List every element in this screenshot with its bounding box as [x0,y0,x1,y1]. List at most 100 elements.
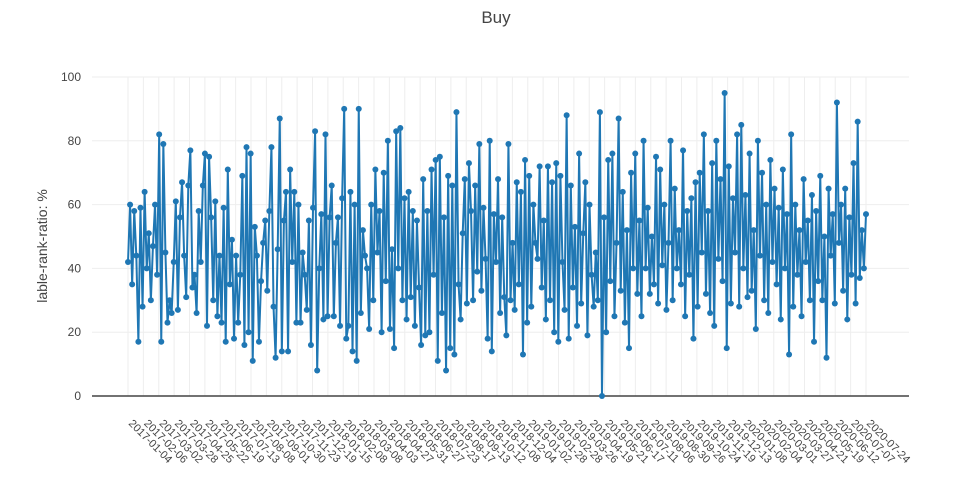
data-point [605,156,612,163]
data-point [517,188,524,195]
data-point [260,239,267,246]
data-point [247,150,254,157]
data-point [305,217,312,224]
data-point [682,313,689,320]
data-point [133,252,140,259]
data-point [274,246,281,253]
data-point [131,207,138,214]
data-point [418,341,425,348]
data-point [474,268,481,275]
data-point [268,144,275,151]
data-point [168,310,175,317]
data-point [825,185,832,192]
data-point [742,192,749,199]
data-point [632,150,639,157]
data-point [534,255,541,262]
data-point [623,227,630,234]
data-point [817,172,824,179]
data-point [729,195,736,202]
data-point [492,259,499,266]
data-point [767,156,774,163]
data-point [675,227,682,234]
data-point [287,166,294,173]
data-point [661,201,668,208]
data-point [734,131,741,138]
data-point [831,300,838,307]
data-point [547,297,554,304]
data-point [590,303,597,310]
data-point [345,322,352,329]
data-point [557,172,564,179]
data-point [856,274,863,281]
data-point [648,233,655,240]
data-point [526,172,533,179]
data-point [840,287,847,294]
data-point [341,105,348,112]
data-point [863,211,869,218]
data-point [235,319,242,326]
data-point [141,188,148,195]
data-point [690,335,697,342]
data-point [378,329,385,336]
data-point [497,310,504,317]
data-point [792,201,799,208]
data-point [314,367,321,374]
data-point [796,227,803,234]
data-point [411,322,418,329]
data-point [282,188,289,195]
data-point [139,303,146,310]
data-point [596,109,603,116]
data-point [160,140,167,147]
data-point [228,236,235,243]
data-point [821,233,828,240]
data-point [241,341,248,348]
data-point [289,259,296,266]
data-point [328,182,335,189]
data-point [468,207,475,214]
data-point [823,354,830,361]
data-point [771,185,778,192]
data-point [580,230,587,237]
data-point [499,214,506,221]
data-point [183,294,190,301]
data-point [191,271,198,278]
y-tick-label: 40 [68,261,82,275]
data-point [276,115,283,122]
data-point [266,207,273,214]
data-point [409,207,416,214]
data-point [827,252,834,259]
data-point [187,147,194,154]
data-point [617,287,624,294]
data-point [405,188,412,195]
data-point [638,313,645,320]
data-point [399,297,406,304]
data-point [397,125,404,132]
data-point [684,207,691,214]
data-point [255,338,262,345]
data-point [245,329,252,336]
data-point [844,316,851,323]
data-point [524,319,531,326]
data-point [222,338,229,345]
data-point [692,179,699,186]
data-point [272,354,279,361]
data-point [374,249,381,256]
data-point [334,214,341,221]
data-point [303,306,310,313]
data-point [852,300,859,307]
data-point [850,160,857,167]
data-point [195,207,202,214]
data-point [380,169,387,176]
data-point [324,313,331,320]
data-point [428,166,435,173]
data-point [395,265,402,272]
data-point [316,265,323,272]
data-point [555,338,562,345]
data-point [249,357,256,364]
data-point [447,345,454,352]
data-point [237,271,244,278]
data-point [176,214,183,221]
data-point [640,137,647,144]
data-point [343,335,350,342]
data-point [162,249,169,256]
